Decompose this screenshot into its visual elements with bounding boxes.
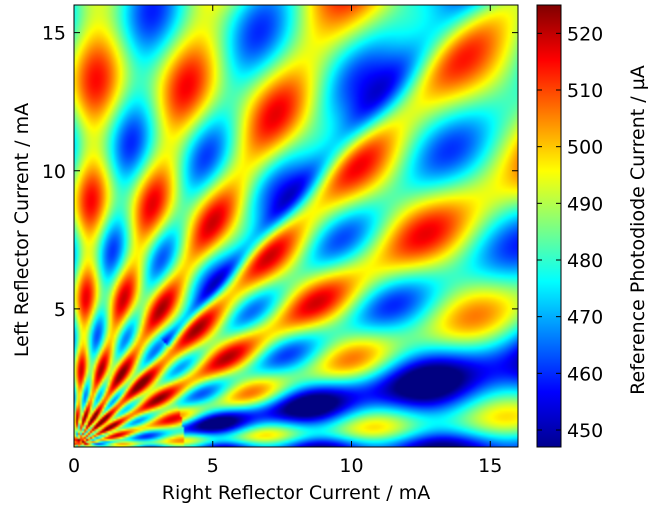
colorbar-tick-label: 480	[567, 250, 603, 272]
colorbar-axis: 450 460 470 480 490 500 510 520	[537, 23, 603, 442]
colorbar-tick-label: 500	[567, 137, 603, 159]
heatmap-image	[74, 5, 518, 447]
colorbar-tick-label: 470	[567, 307, 603, 329]
colorbar	[536, 4, 562, 448]
plot-frame	[73, 4, 519, 448]
x-axis: 0 5 10 15	[68, 5, 502, 477]
heatmap-plot-area	[74, 5, 518, 447]
y-tick-label: 15	[42, 23, 66, 45]
x-tick-label: 0	[68, 455, 80, 477]
x-axis-label: Right Reflector Current / mA	[162, 482, 431, 504]
colorbar-tick-label: 450	[567, 420, 603, 442]
y-tick-label: 10	[42, 161, 66, 183]
y-axis-label: Left Reflector Current / mA	[11, 103, 33, 357]
colorbar-tick-label: 460	[567, 363, 603, 385]
x-tick-label: 5	[207, 455, 219, 477]
colorbar-label: Reference Photodiode Current / µA	[627, 65, 649, 395]
y-tick-label: 5	[54, 299, 66, 321]
y-axis: 5 10 15	[42, 23, 518, 321]
colorbar-tick-label: 520	[567, 23, 603, 45]
x-tick-label: 10	[339, 455, 363, 477]
colorbar-tick-label: 510	[567, 80, 603, 102]
colorbar-tick-label: 490	[567, 193, 603, 215]
x-tick-label: 15	[478, 455, 502, 477]
